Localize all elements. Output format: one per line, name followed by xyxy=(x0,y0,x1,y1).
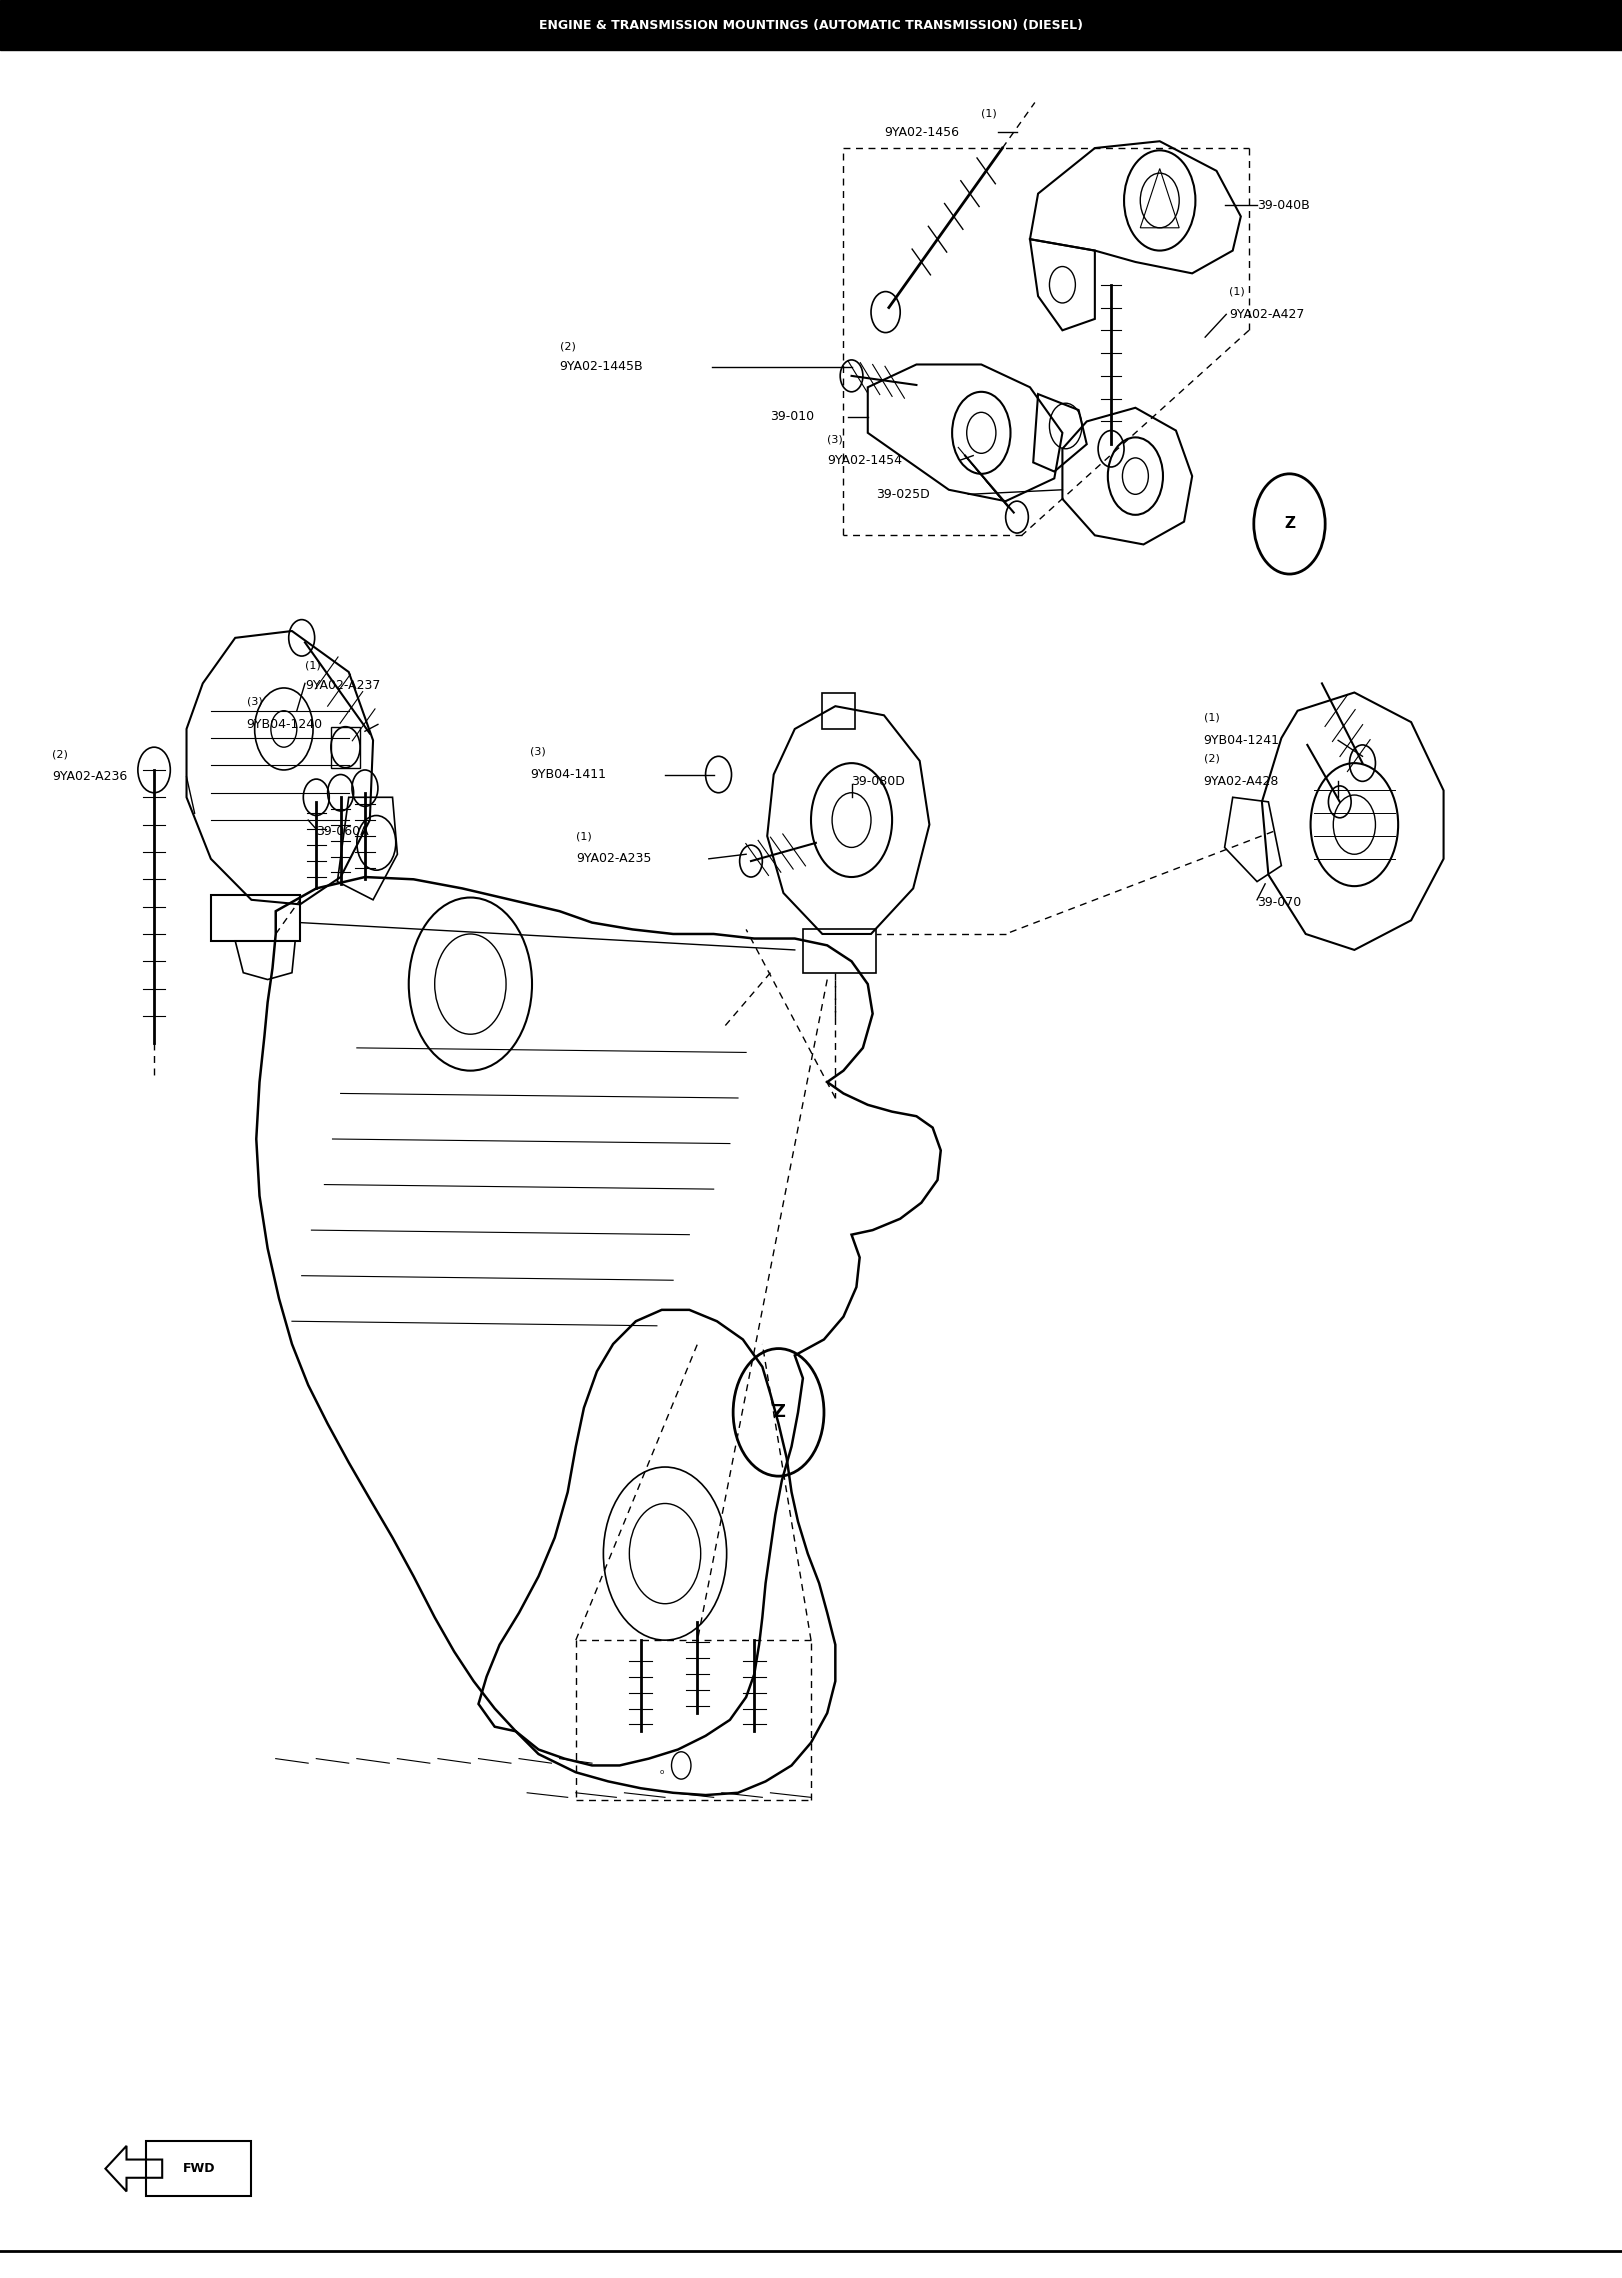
Text: 9YB04-1240: 9YB04-1240 xyxy=(247,718,323,731)
Text: 39-070: 39-070 xyxy=(1257,895,1301,909)
Bar xyxy=(146,2141,251,2196)
Text: (3): (3) xyxy=(827,435,843,444)
Text: (3): (3) xyxy=(247,697,263,706)
Text: 9YA02-A427: 9YA02-A427 xyxy=(1229,308,1304,321)
Text: (3): (3) xyxy=(530,747,547,756)
Text: 39-010: 39-010 xyxy=(770,410,814,424)
Text: (2): (2) xyxy=(560,342,576,351)
Text: 9YA02-A428: 9YA02-A428 xyxy=(1204,775,1278,788)
Bar xyxy=(0,0,1622,50)
Text: (1): (1) xyxy=(1204,713,1220,722)
Text: (1): (1) xyxy=(981,109,998,118)
Text: (1): (1) xyxy=(576,831,592,841)
Text: 39-080D: 39-080D xyxy=(852,775,905,788)
Text: 9YA02-1454: 9YA02-1454 xyxy=(827,453,902,467)
Text: Z: Z xyxy=(772,1403,785,1421)
Text: 39-040B: 39-040B xyxy=(1257,198,1311,212)
Text: (1): (1) xyxy=(1229,287,1246,296)
Text: o: o xyxy=(660,1770,663,1775)
Text: (2): (2) xyxy=(1204,754,1220,763)
Text: (1): (1) xyxy=(305,661,321,670)
Text: ENGINE & TRANSMISSION MOUNTINGS (AUTOMATIC TRANSMISSION) (DIESEL): ENGINE & TRANSMISSION MOUNTINGS (AUTOMAT… xyxy=(539,18,1083,32)
Text: 9YA02-A237: 9YA02-A237 xyxy=(305,679,380,693)
Text: 9YA02-1456: 9YA02-1456 xyxy=(884,125,959,139)
Text: Z: Z xyxy=(1285,517,1294,531)
Text: FWD: FWD xyxy=(182,2162,216,2175)
Text: 9YA02-A236: 9YA02-A236 xyxy=(52,770,127,784)
Text: 9YB04-1411: 9YB04-1411 xyxy=(530,768,607,781)
Text: 9YA02-A235: 9YA02-A235 xyxy=(576,852,650,866)
Text: 39-025D: 39-025D xyxy=(876,487,929,501)
Text: 39-060A: 39-060A xyxy=(316,825,368,838)
Text: 9YA02-1445B: 9YA02-1445B xyxy=(560,360,644,374)
Text: (2): (2) xyxy=(52,749,68,759)
Text: 9YB04-1241: 9YB04-1241 xyxy=(1204,734,1280,747)
